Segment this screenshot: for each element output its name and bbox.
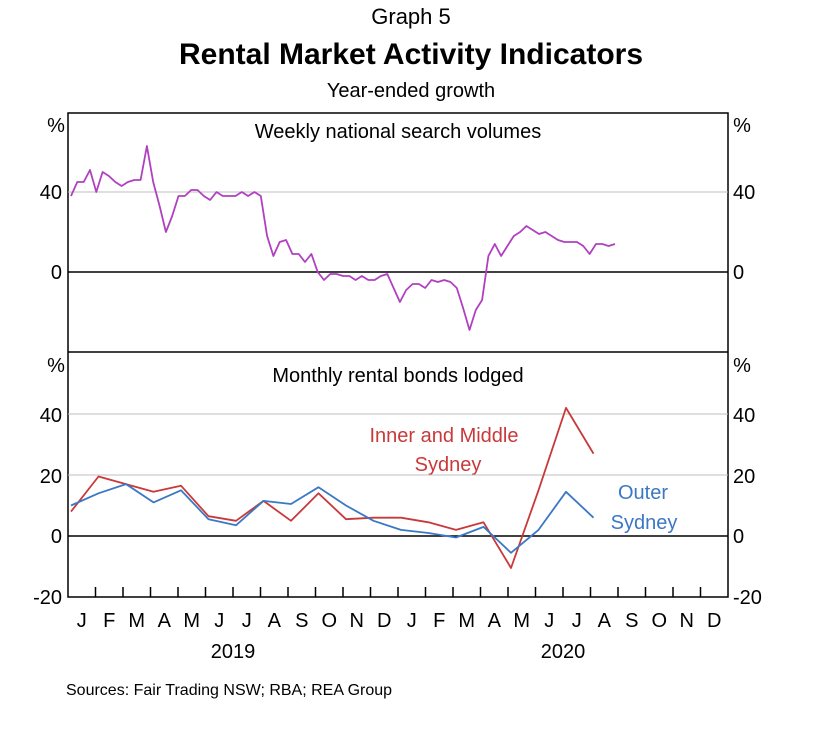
chart-title: Rental Market Activity Indicators [178, 38, 644, 71]
x-month-label: D [707, 610, 721, 632]
x-month-label: J [407, 610, 417, 632]
inner-sydney-label-line2: Sydney [415, 454, 482, 476]
x-month-label: S [295, 610, 308, 632]
x-month-label: J [77, 610, 87, 632]
bottom-ytick-right-40: 40 [733, 405, 755, 427]
bottom-ytick-left-0: 0 [51, 526, 62, 548]
graph-number: Graph 5 [371, 4, 451, 29]
top-ytick-left-0: 0 [51, 262, 62, 284]
x-year-label: 2019 [211, 641, 256, 663]
bottom-ytick-left-minus20: -20 [33, 587, 62, 609]
chart-subtitle: Year-ended growth [326, 80, 496, 102]
bottom-ytick-left-40: 40 [40, 405, 62, 427]
x-month-label: J [242, 610, 252, 632]
x-month-label: A [488, 610, 502, 632]
x-month-label: N [350, 610, 364, 632]
x-month-label: F [433, 610, 445, 632]
x-month-label: M [513, 610, 530, 632]
top-ytick-left-40: 40 [40, 182, 62, 204]
bottom-unit-right: % [733, 355, 751, 377]
x-month-label: N [680, 610, 694, 632]
x-month-label: F [103, 610, 115, 632]
x-month-label: M [183, 610, 200, 632]
bottom-panel-title: Monthly rental bonds lodged [272, 365, 523, 387]
x-month-label: J [214, 610, 224, 632]
x-month-label: A [158, 610, 172, 632]
bottom-ytick-right-minus20: -20 [733, 587, 762, 609]
top-ytick-right-0: 0 [733, 262, 744, 284]
weekly-search-line [70, 145, 616, 331]
top-ytick-right-40: 40 [733, 182, 755, 204]
bottom-ytick-right-0: 0 [733, 526, 744, 548]
x-month-label: S [625, 610, 638, 632]
outer-sydney-label-line2: Sydney [611, 512, 678, 534]
x-month-label: O [651, 610, 667, 632]
outer-sydney-line [70, 483, 595, 554]
inner-sydney-label-line1: Inner and Middle [370, 425, 519, 447]
bottom-ytick-left-20: 20 [40, 466, 62, 488]
x-month-label: D [377, 610, 391, 632]
x-month-label: A [598, 610, 612, 632]
top-unit-left: % [47, 115, 65, 137]
x-month-label: A [268, 610, 282, 632]
x-month-label: J [572, 610, 582, 632]
x-month-label: M [458, 610, 475, 632]
bottom-unit-left: % [47, 355, 65, 377]
top-unit-right: % [733, 115, 751, 137]
inner-middle-sydney-line [70, 406, 595, 569]
x-month-label: M [128, 610, 145, 632]
source-note: Sources: Fair Trading NSW; RBA; REA Grou… [66, 682, 393, 699]
outer-sydney-label-line1: Outer [618, 482, 668, 504]
bottom-ytick-right-20: 20 [733, 466, 755, 488]
x-month-label: O [321, 610, 337, 632]
x-year-label: 2020 [541, 641, 586, 663]
top-panel-title: Weekly national search volumes [255, 121, 541, 143]
x-month-label: J [544, 610, 554, 632]
